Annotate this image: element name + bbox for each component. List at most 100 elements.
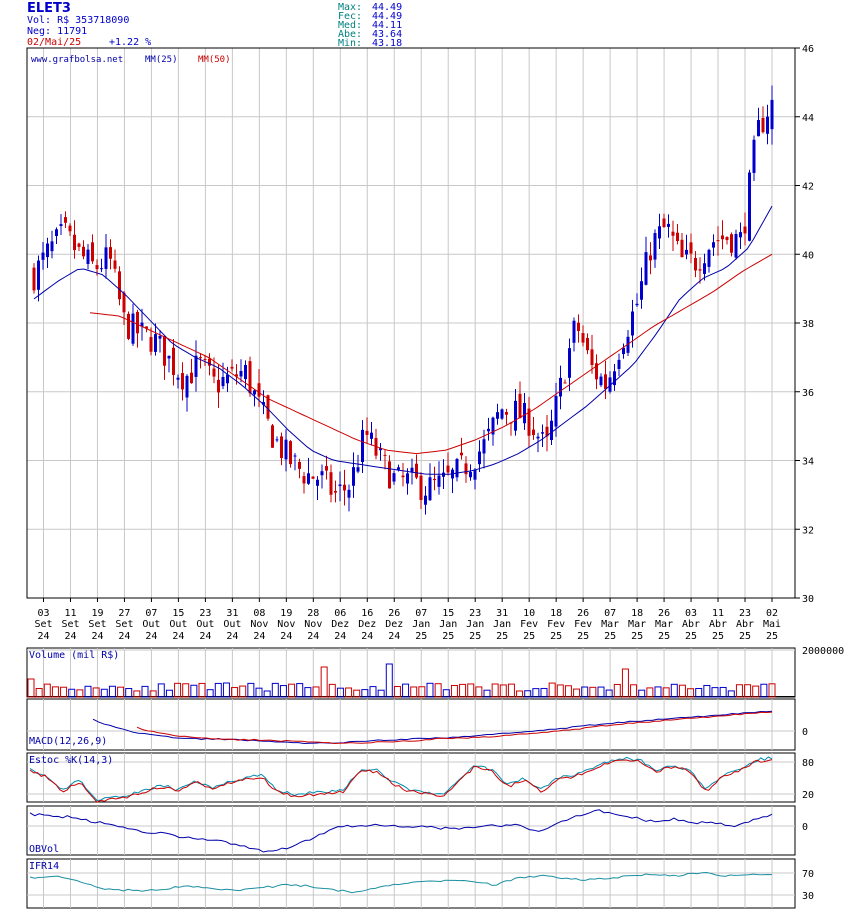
ifr-panel-tick-label: 70 [802,869,814,880]
candle-body [154,334,157,352]
candle-body [307,473,310,484]
candle-body [230,366,234,369]
stat-open-value: 43.64 [372,29,403,40]
x-tick-month: Mar [601,619,619,630]
candle-body [694,258,697,271]
candle-body [523,402,526,424]
x-tick-month: Fev [547,619,565,630]
x-tick-month: Fev [574,619,592,630]
x-tick-month: Set [115,619,133,630]
candle-body [73,234,76,251]
candle-body [770,99,774,130]
candle-body [221,377,225,387]
x-tick-year: 24 [37,631,49,642]
candle-body [46,243,49,258]
candle-body [64,217,67,223]
volume-bar [711,687,719,698]
volume-bar [133,690,141,698]
candle-body [235,374,238,377]
volume-bar [727,690,735,698]
candle-body [424,495,427,505]
volume-bar [231,687,239,698]
x-tick-day: 18 [550,608,562,619]
volume-bar [695,688,703,698]
volume-bar [556,684,564,698]
candle-body [356,467,360,472]
obv-line [29,809,773,853]
volume-bar [467,683,475,698]
volume-bar [410,686,418,698]
candle-body [658,226,661,239]
volume-bar [678,684,686,698]
candle-body [577,322,580,332]
volume-bar [475,686,483,698]
y-tick-label: 38 [802,319,814,330]
volume-bar [434,683,442,698]
volume-bar [43,683,51,698]
volume-bar [605,689,613,698]
x-tick-day: 02 [766,608,778,619]
x-tick-year: 25 [523,631,535,642]
candle-body [91,242,94,262]
candle-body [653,233,657,260]
candle-body [635,303,639,306]
candle-body [293,455,297,457]
x-tick-year: 24 [118,631,130,642]
candle-body [685,249,688,255]
volume-bar [279,685,287,698]
candle-body [100,268,103,270]
candle-body [698,269,702,271]
candle-body [550,420,553,441]
candle-body [464,463,468,475]
candle-body [563,382,567,384]
legend-ma25: MM(25) [145,55,178,65]
candle-body [631,311,634,336]
x-tick-year: 24 [307,631,319,642]
candle-body [428,477,432,501]
volume-bar [60,686,68,698]
candle-body [572,320,576,343]
stat-min-label: Min: [338,38,363,49]
candle-body [707,249,711,267]
volume-bar [320,666,328,698]
x-tick-year: 24 [280,631,292,642]
legend-source: www.grafbolsa.net [31,55,123,65]
price-frame [26,47,796,599]
macd-panel-tick-label: 0 [802,727,808,738]
x-tick-month: Jan [439,619,457,630]
volume-bar [84,685,92,698]
candle-body [127,313,130,339]
x-tick-day: 23 [469,608,481,619]
x-tick-month: Jan [466,619,484,630]
volume-bar [630,684,638,698]
x-tick-day: 19 [91,608,103,619]
candle-body [334,490,337,493]
stoch-panel-tick-label: 20 [802,790,814,801]
stoch-d-line [29,759,773,803]
volume-bar [239,685,247,698]
volume-bar [271,682,279,698]
candle-body [491,417,495,435]
candle-body [118,271,121,300]
candle-body [212,368,216,377]
candle-body [559,377,562,397]
candle-body [662,218,666,228]
x-tick-day: 07 [145,608,157,619]
x-tick-month: Out [169,619,187,630]
candle-body [298,462,301,469]
volume-bar [353,689,361,698]
ticker-label: ELET3 [27,1,71,16]
volume-bar [68,688,76,698]
candle-body [68,225,72,232]
x-tick-year: 25 [712,631,724,642]
candle-body [352,467,355,486]
volume-bar [108,685,116,698]
y-tick-label: 42 [802,182,814,193]
candle-body [59,224,63,227]
x-tick-year: 24 [226,631,238,642]
stat-max-label: Max: [338,2,363,13]
candle-body [676,232,679,241]
volume-bars [27,663,776,698]
x-tick-year: 24 [145,631,157,642]
candle-body [568,348,571,378]
